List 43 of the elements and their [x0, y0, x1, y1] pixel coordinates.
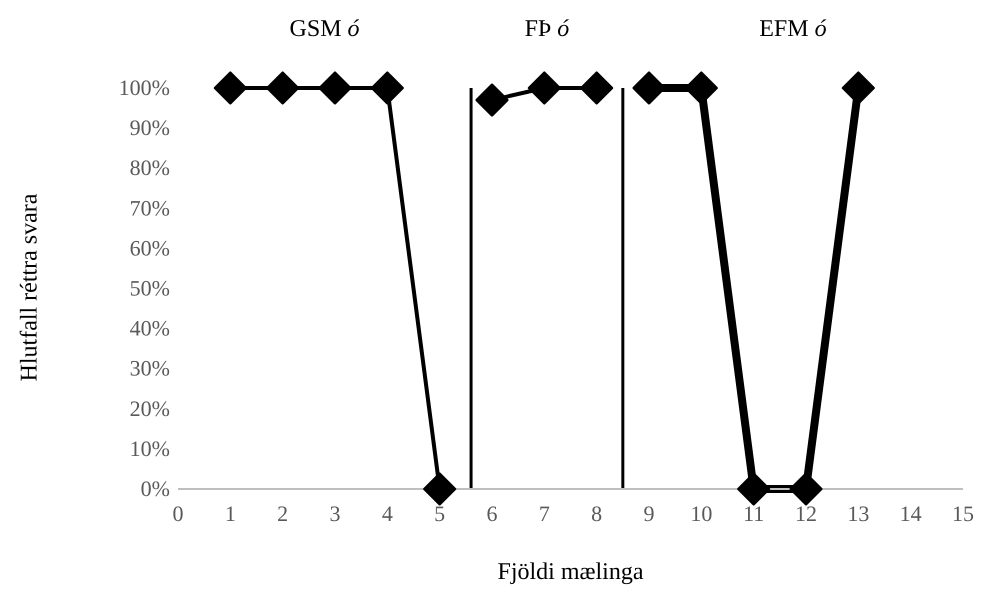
- y-axis-title: Hlutfall réttra svara: [16, 192, 44, 383]
- y-tick-label: 90%: [130, 115, 170, 140]
- x-axis-title: Fjöldi mælinga: [496, 559, 644, 586]
- y-tick-label: 30%: [130, 356, 170, 381]
- x-tick-label: 14: [900, 501, 922, 526]
- x-tick-label: 11: [743, 501, 764, 526]
- y-tick-label: 40%: [130, 316, 170, 341]
- y-tick-label: 0%: [140, 476, 170, 501]
- point: [214, 72, 247, 104]
- x-tick-label: 8: [591, 501, 602, 526]
- text: GSM ó: [288, 16, 361, 43]
- point: [580, 72, 614, 104]
- y-tick-label: 60%: [130, 235, 170, 260]
- x-tick-label: 12: [795, 501, 817, 526]
- point: [318, 72, 352, 104]
- y-tick-label: 80%: [130, 155, 170, 180]
- y-tick-label: 70%: [130, 195, 170, 220]
- x-tick-label: 4: [382, 501, 393, 526]
- x-tick-label: 7: [538, 501, 550, 526]
- x-tick-label: 15: [952, 501, 974, 526]
- y-tick-label: 100%: [118, 75, 170, 100]
- y-tick-label: 20%: [130, 396, 170, 421]
- x-tick-label: 0: [172, 501, 184, 526]
- x-tick-label: 10: [690, 501, 712, 526]
- point: [476, 84, 508, 117]
- point: [370, 72, 404, 104]
- x-tick-label: 13: [847, 501, 870, 526]
- x-tick-label: 2: [277, 501, 288, 526]
- text: EFM ó: [758, 16, 828, 43]
- point: [790, 472, 822, 506]
- y-tick-label: 10%: [130, 436, 170, 461]
- x-tick-label: 9: [644, 501, 654, 526]
- point: [842, 72, 875, 104]
- x-tick-label: 5: [434, 501, 446, 526]
- x-tick-label: 1: [224, 501, 236, 526]
- point: [423, 472, 456, 506]
- point: [528, 72, 561, 104]
- x-tick-label: 3: [330, 501, 340, 526]
- y-tick-label: 50%: [130, 276, 170, 300]
- x-tick-label: 6: [486, 501, 498, 526]
- text: FÞ ó: [524, 16, 570, 43]
- point: [266, 72, 300, 104]
- point: [737, 472, 770, 506]
